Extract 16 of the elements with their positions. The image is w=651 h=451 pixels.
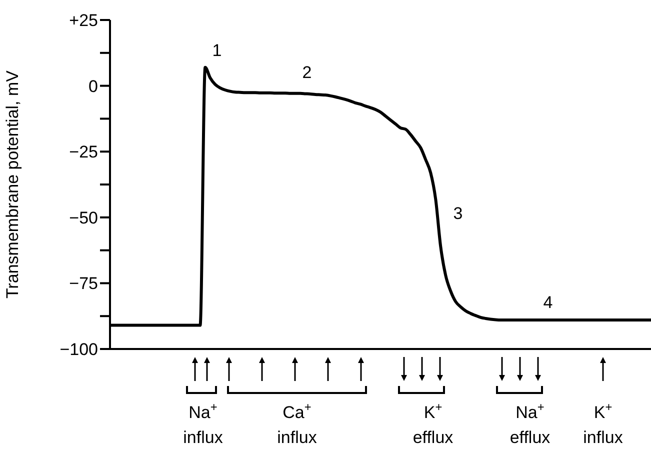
annotation: 3 bbox=[453, 204, 463, 224]
text: K$^{+}$ influx bbox=[583, 400, 624, 447]
y-tick-label: +25 bbox=[69, 11, 98, 30]
y-axis-title: Transmembrane potential, mV bbox=[3, 70, 22, 299]
text: Na$^{+}$ efflux bbox=[510, 400, 551, 447]
y-tick-label: −25 bbox=[69, 142, 98, 162]
annotation: 4 bbox=[543, 293, 553, 312]
y-tick-label: −100 bbox=[60, 340, 98, 360]
y-tick-label: 0 bbox=[88, 76, 98, 96]
y-tick-label: −50 bbox=[69, 208, 98, 228]
text: Ca$^{+}$ influx bbox=[277, 400, 318, 447]
text: Na$^{+}$ influx bbox=[183, 400, 224, 447]
annotation: 2 bbox=[302, 63, 312, 82]
text: K$^{+}$ efflux bbox=[412, 400, 454, 447]
y-tick-label: −75 bbox=[69, 274, 98, 294]
annotation: 1 bbox=[212, 41, 222, 60]
